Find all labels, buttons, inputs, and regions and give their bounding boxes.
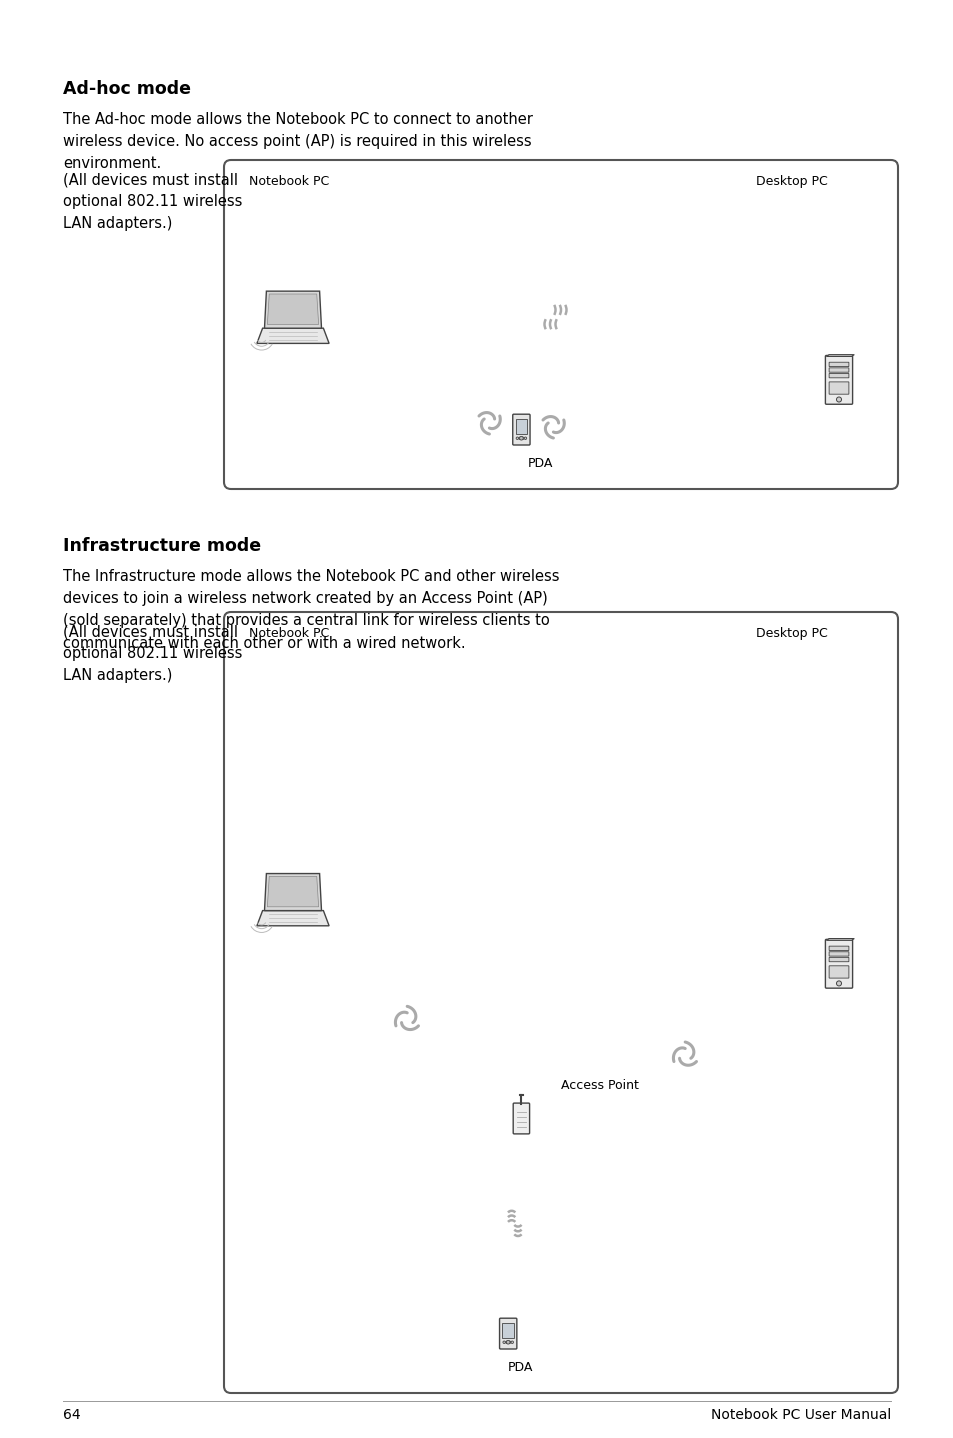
FancyBboxPatch shape — [828, 966, 848, 978]
Polygon shape — [256, 328, 329, 344]
Circle shape — [521, 437, 523, 440]
Polygon shape — [267, 293, 318, 325]
FancyBboxPatch shape — [824, 939, 852, 988]
Circle shape — [505, 1342, 508, 1343]
Polygon shape — [267, 876, 318, 907]
Polygon shape — [256, 910, 329, 926]
Text: Notebook PC: Notebook PC — [249, 627, 329, 640]
Text: (All devices must install
optional 802.11 wireless
LAN adapters.): (All devices must install optional 802.1… — [63, 173, 242, 232]
Text: The Infrastructure mode allows the Notebook PC and other wireless
devices to joi: The Infrastructure mode allows the Noteb… — [63, 569, 558, 650]
FancyBboxPatch shape — [828, 946, 848, 951]
Text: Infrastructure mode: Infrastructure mode — [63, 536, 261, 555]
Polygon shape — [264, 290, 321, 328]
Text: Notebook PC User Manual: Notebook PC User Manual — [710, 1408, 890, 1422]
Text: The Ad-hoc mode allows the Notebook PC to connect to another
wireless device. No: The Ad-hoc mode allows the Notebook PC t… — [63, 112, 533, 171]
FancyBboxPatch shape — [828, 383, 848, 394]
FancyBboxPatch shape — [828, 368, 848, 372]
FancyBboxPatch shape — [224, 613, 897, 1393]
Text: PDA: PDA — [508, 1360, 533, 1373]
Circle shape — [518, 437, 520, 440]
Circle shape — [836, 397, 841, 403]
Text: (All devices must install
optional 802.11 wireless
LAN adapters.): (All devices must install optional 802.1… — [63, 624, 242, 683]
FancyBboxPatch shape — [824, 355, 852, 404]
FancyBboxPatch shape — [828, 952, 848, 956]
Circle shape — [836, 981, 841, 986]
Circle shape — [519, 436, 522, 440]
FancyBboxPatch shape — [828, 362, 848, 367]
FancyBboxPatch shape — [828, 958, 848, 962]
Polygon shape — [825, 355, 853, 357]
Circle shape — [502, 1342, 505, 1343]
Text: Desktop PC: Desktop PC — [755, 627, 827, 640]
Text: Notebook PC: Notebook PC — [249, 175, 329, 188]
Polygon shape — [825, 939, 853, 940]
Circle shape — [516, 437, 518, 440]
Text: Access Point: Access Point — [560, 1078, 639, 1093]
Text: 64: 64 — [63, 1408, 81, 1422]
FancyBboxPatch shape — [512, 414, 530, 444]
Circle shape — [506, 1340, 510, 1345]
FancyBboxPatch shape — [828, 374, 848, 378]
Text: Desktop PC: Desktop PC — [755, 175, 827, 188]
Polygon shape — [264, 873, 321, 910]
FancyBboxPatch shape — [499, 1319, 517, 1349]
Text: Ad-hoc mode: Ad-hoc mode — [63, 81, 191, 98]
FancyBboxPatch shape — [513, 1103, 529, 1135]
Text: PDA: PDA — [527, 457, 553, 470]
Bar — [502, 1323, 514, 1337]
Circle shape — [511, 1342, 513, 1343]
Circle shape — [524, 437, 526, 440]
Bar — [516, 418, 527, 434]
FancyBboxPatch shape — [224, 160, 897, 489]
Circle shape — [508, 1342, 510, 1343]
